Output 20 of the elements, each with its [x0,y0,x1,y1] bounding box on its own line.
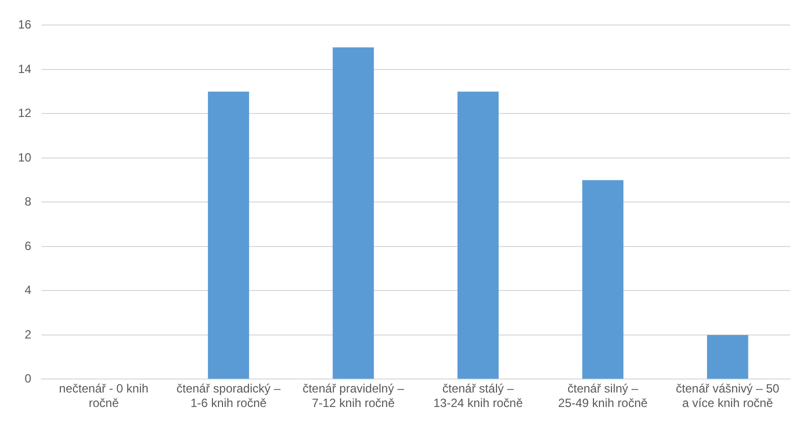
y-tick-label: 16 [18,18,32,32]
y-tick-label: 12 [18,106,32,120]
x-tick-label: nečtenář - 0 knih ročně [59,382,148,410]
bar [707,334,748,379]
y-tick-label: 6 [24,238,32,253]
bar [208,92,250,379]
x-tick-label: čtenář silný – 25-49 knih ročně [558,382,648,410]
x-tick-label: čtenář sporadický – 1-6 knih ročně [176,382,281,410]
y-tick-label: 14 [18,62,32,76]
bar [457,92,499,379]
y-tick-label: 4 [24,283,32,298]
bar [332,47,374,379]
y-tick-label: 0 [24,372,32,386]
y-tick-label: 2 [24,327,32,342]
y-tick-label: 10 [18,150,32,164]
x-tick-label: čtenář stálý – 13-24 knih ročně [433,382,524,410]
bar [582,180,624,379]
x-tick-label: čtenář pravidelný – 7-12 knih ročně [302,382,404,410]
y-tick-label: 8 [24,194,32,209]
x-tick-label: čtenář vášnivý – 50 a více knih ročně [676,382,780,410]
